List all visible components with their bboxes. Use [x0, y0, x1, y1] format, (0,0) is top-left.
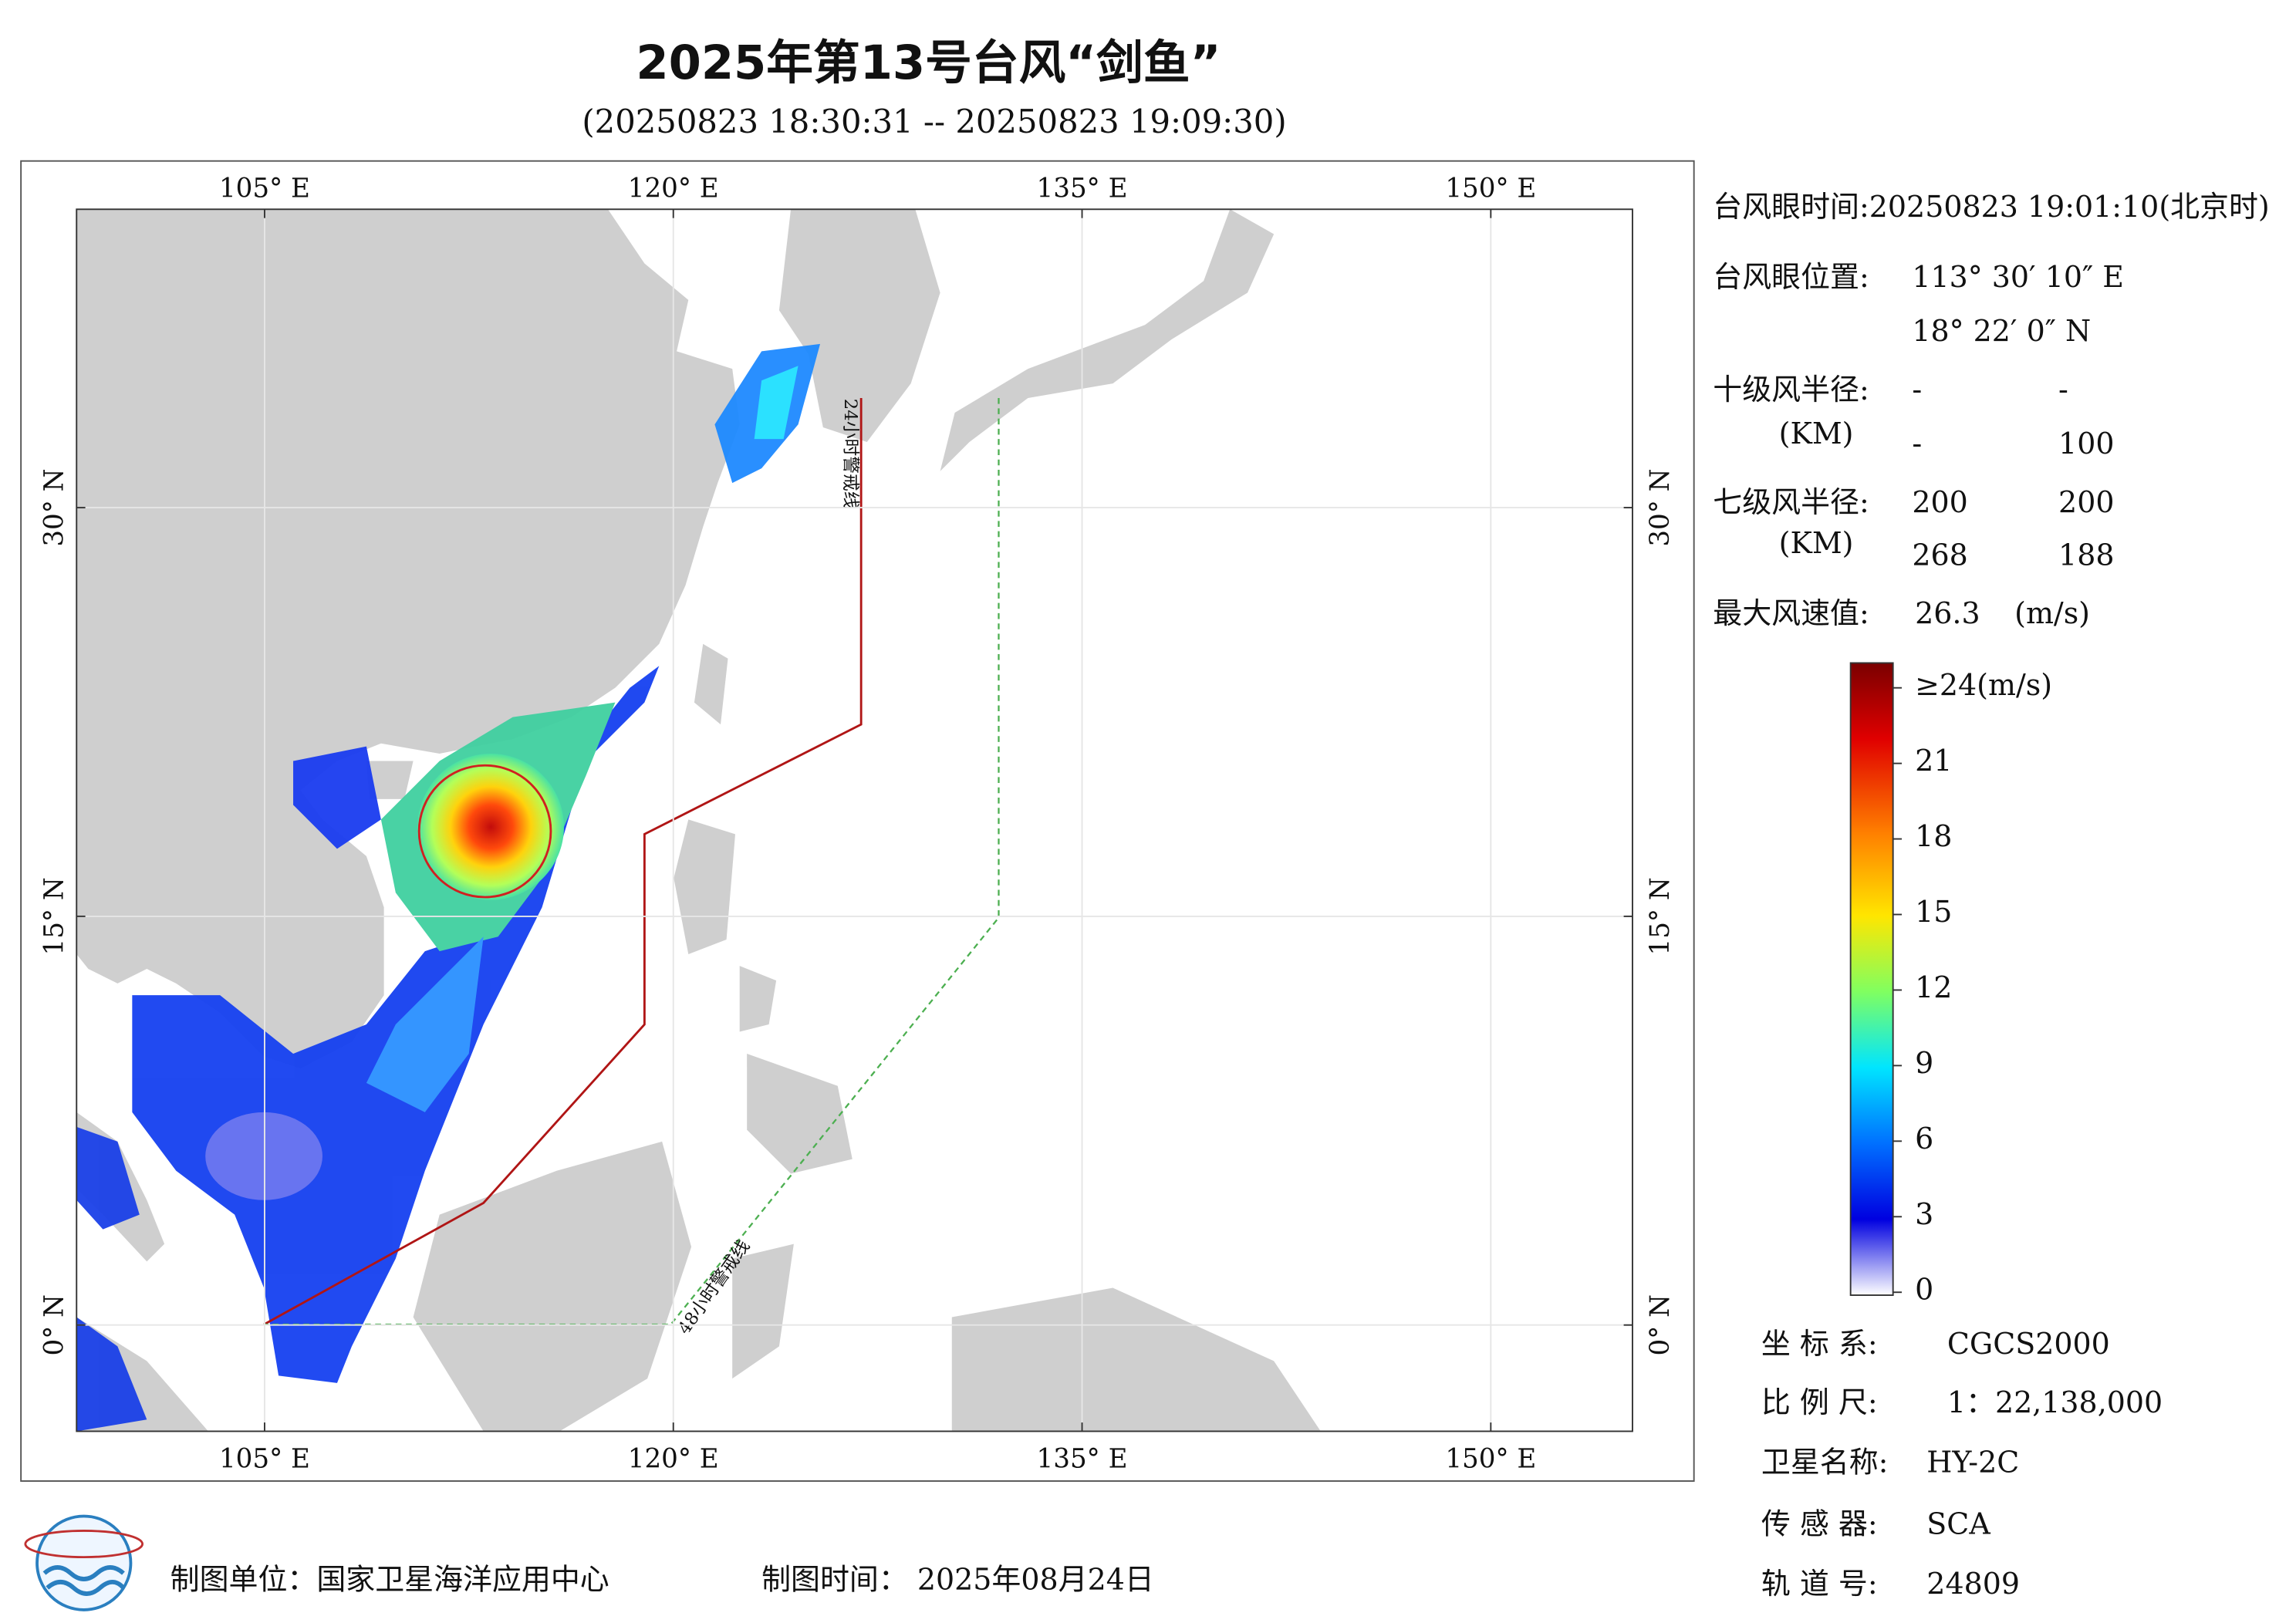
r7-value: 268 [1912, 538, 1967, 572]
r10-label: 十级风半径: [1713, 373, 1869, 407]
x-tick-label: 150° E [1445, 174, 1536, 204]
footer-org: 制图单位：国家卫星海洋应用中心 [171, 1562, 609, 1596]
x-tick-label: 135° E [1037, 1443, 1128, 1474]
colorbar [1849, 662, 1894, 1296]
y-tick-label: 0° N [1645, 1294, 1676, 1355]
r10-unit: (KM) [1779, 417, 1854, 450]
max-label: 最大风速值: [1713, 596, 1869, 630]
footer-date: 制图时间： 2025年08月24日 [761, 1562, 1154, 1596]
warning-line-48h [264, 398, 1000, 1326]
x-tick-label: 135° E [1037, 174, 1128, 204]
sensor: SCA [1926, 1507, 1990, 1540]
r7-unit: (KM) [1779, 526, 1854, 560]
r7-value: 200 [1912, 485, 1967, 519]
map-border [20, 160, 1695, 1482]
r10-value: - [1912, 427, 1922, 461]
r10-value: - [1912, 373, 1922, 407]
y-tick-label: 0° N [39, 1294, 70, 1355]
r10-value: 100 [2058, 427, 2114, 461]
wind-radius-circle [417, 764, 552, 899]
orbit: 24809 [1926, 1567, 2020, 1601]
r7-value: 200 [2058, 485, 2114, 519]
map-area: 24小时警戒线 48小时警戒线 [76, 209, 1633, 1432]
land [76, 209, 1321, 1432]
x-tick-label: 105° E [219, 1443, 310, 1474]
title: 2025年第13号台风“剑鱼” [636, 36, 1221, 90]
colorbar-label: ≥24(m/s) [1915, 668, 2052, 702]
x-tick-label: 105° E [219, 174, 310, 204]
eye-pos-label: 台风眼位置: [1713, 260, 1869, 294]
x-tick-label: 150° E [1445, 1443, 1536, 1474]
logo [24, 1514, 144, 1611]
scale-label: 比 例 尺: [1761, 1385, 1878, 1419]
subtitle: (20250823 18:30:31 -- 20250823 19:09:30) [582, 103, 1286, 140]
colorbar-label: 9 [1915, 1046, 1933, 1080]
r7-label: 七级风半径: [1713, 485, 1869, 519]
colorbar-label: 18 [1915, 819, 1952, 853]
r10-value: - [2058, 373, 2068, 407]
x-tick-label: 120° E [628, 1443, 719, 1474]
colorbar-label: 3 [1915, 1197, 1933, 1231]
y-tick-label: 15° N [39, 877, 70, 955]
orbit-label: 轨 道 号: [1761, 1567, 1878, 1601]
sat-label: 卫星名称: [1761, 1446, 1889, 1480]
colorbar-label: 15 [1915, 895, 1952, 929]
max-unit: (m/s) [2014, 596, 2090, 630]
max-value: 26.3 [1915, 596, 1980, 630]
eye-lat: 18° 22′ 0″ N [1912, 314, 2091, 348]
colorbar-label: 0 [1915, 1273, 1933, 1307]
sat: HY-2C [1926, 1446, 2019, 1480]
warning-line-24h [263, 398, 863, 1326]
scale: 1：22,138,000 [1947, 1385, 2163, 1419]
x-tick-label: 120° E [628, 174, 719, 204]
y-tick-label: 30° N [39, 468, 70, 546]
colorbar-label: 12 [1915, 970, 1952, 1004]
colorbar-label: 6 [1915, 1122, 1933, 1156]
crs-label: 坐 标 系: [1761, 1327, 1878, 1361]
warning-label-24h: 24小时警戒线 [840, 399, 860, 509]
map-frame [76, 208, 1633, 1432]
r7-value: 188 [2058, 538, 2114, 572]
y-tick-label: 15° N [1645, 877, 1676, 955]
crs: CGCS2000 [1947, 1327, 2110, 1361]
sensor-label: 传 感 器: [1761, 1507, 1878, 1540]
eye-lon: 113° 30′ 10″ E [1912, 260, 2124, 294]
eye-time: 台风眼时间:20250823 19:01:10(北京时) [1713, 190, 2269, 224]
colorbar-label: 21 [1915, 744, 1952, 778]
y-tick-label: 30° N [1645, 468, 1676, 546]
